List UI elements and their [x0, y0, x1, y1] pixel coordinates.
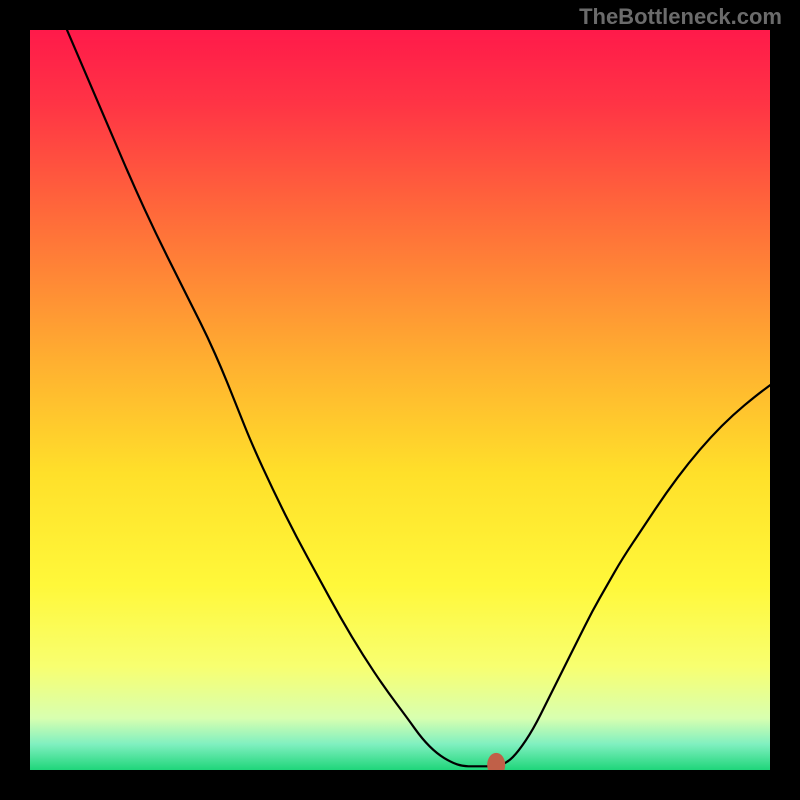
- chart-frame: TheBottleneck.com: [0, 0, 800, 800]
- bottleneck-curve: [30, 30, 770, 770]
- optimal-point-marker: [487, 753, 505, 770]
- plot-area: [30, 30, 770, 770]
- watermark-text: TheBottleneck.com: [579, 4, 782, 30]
